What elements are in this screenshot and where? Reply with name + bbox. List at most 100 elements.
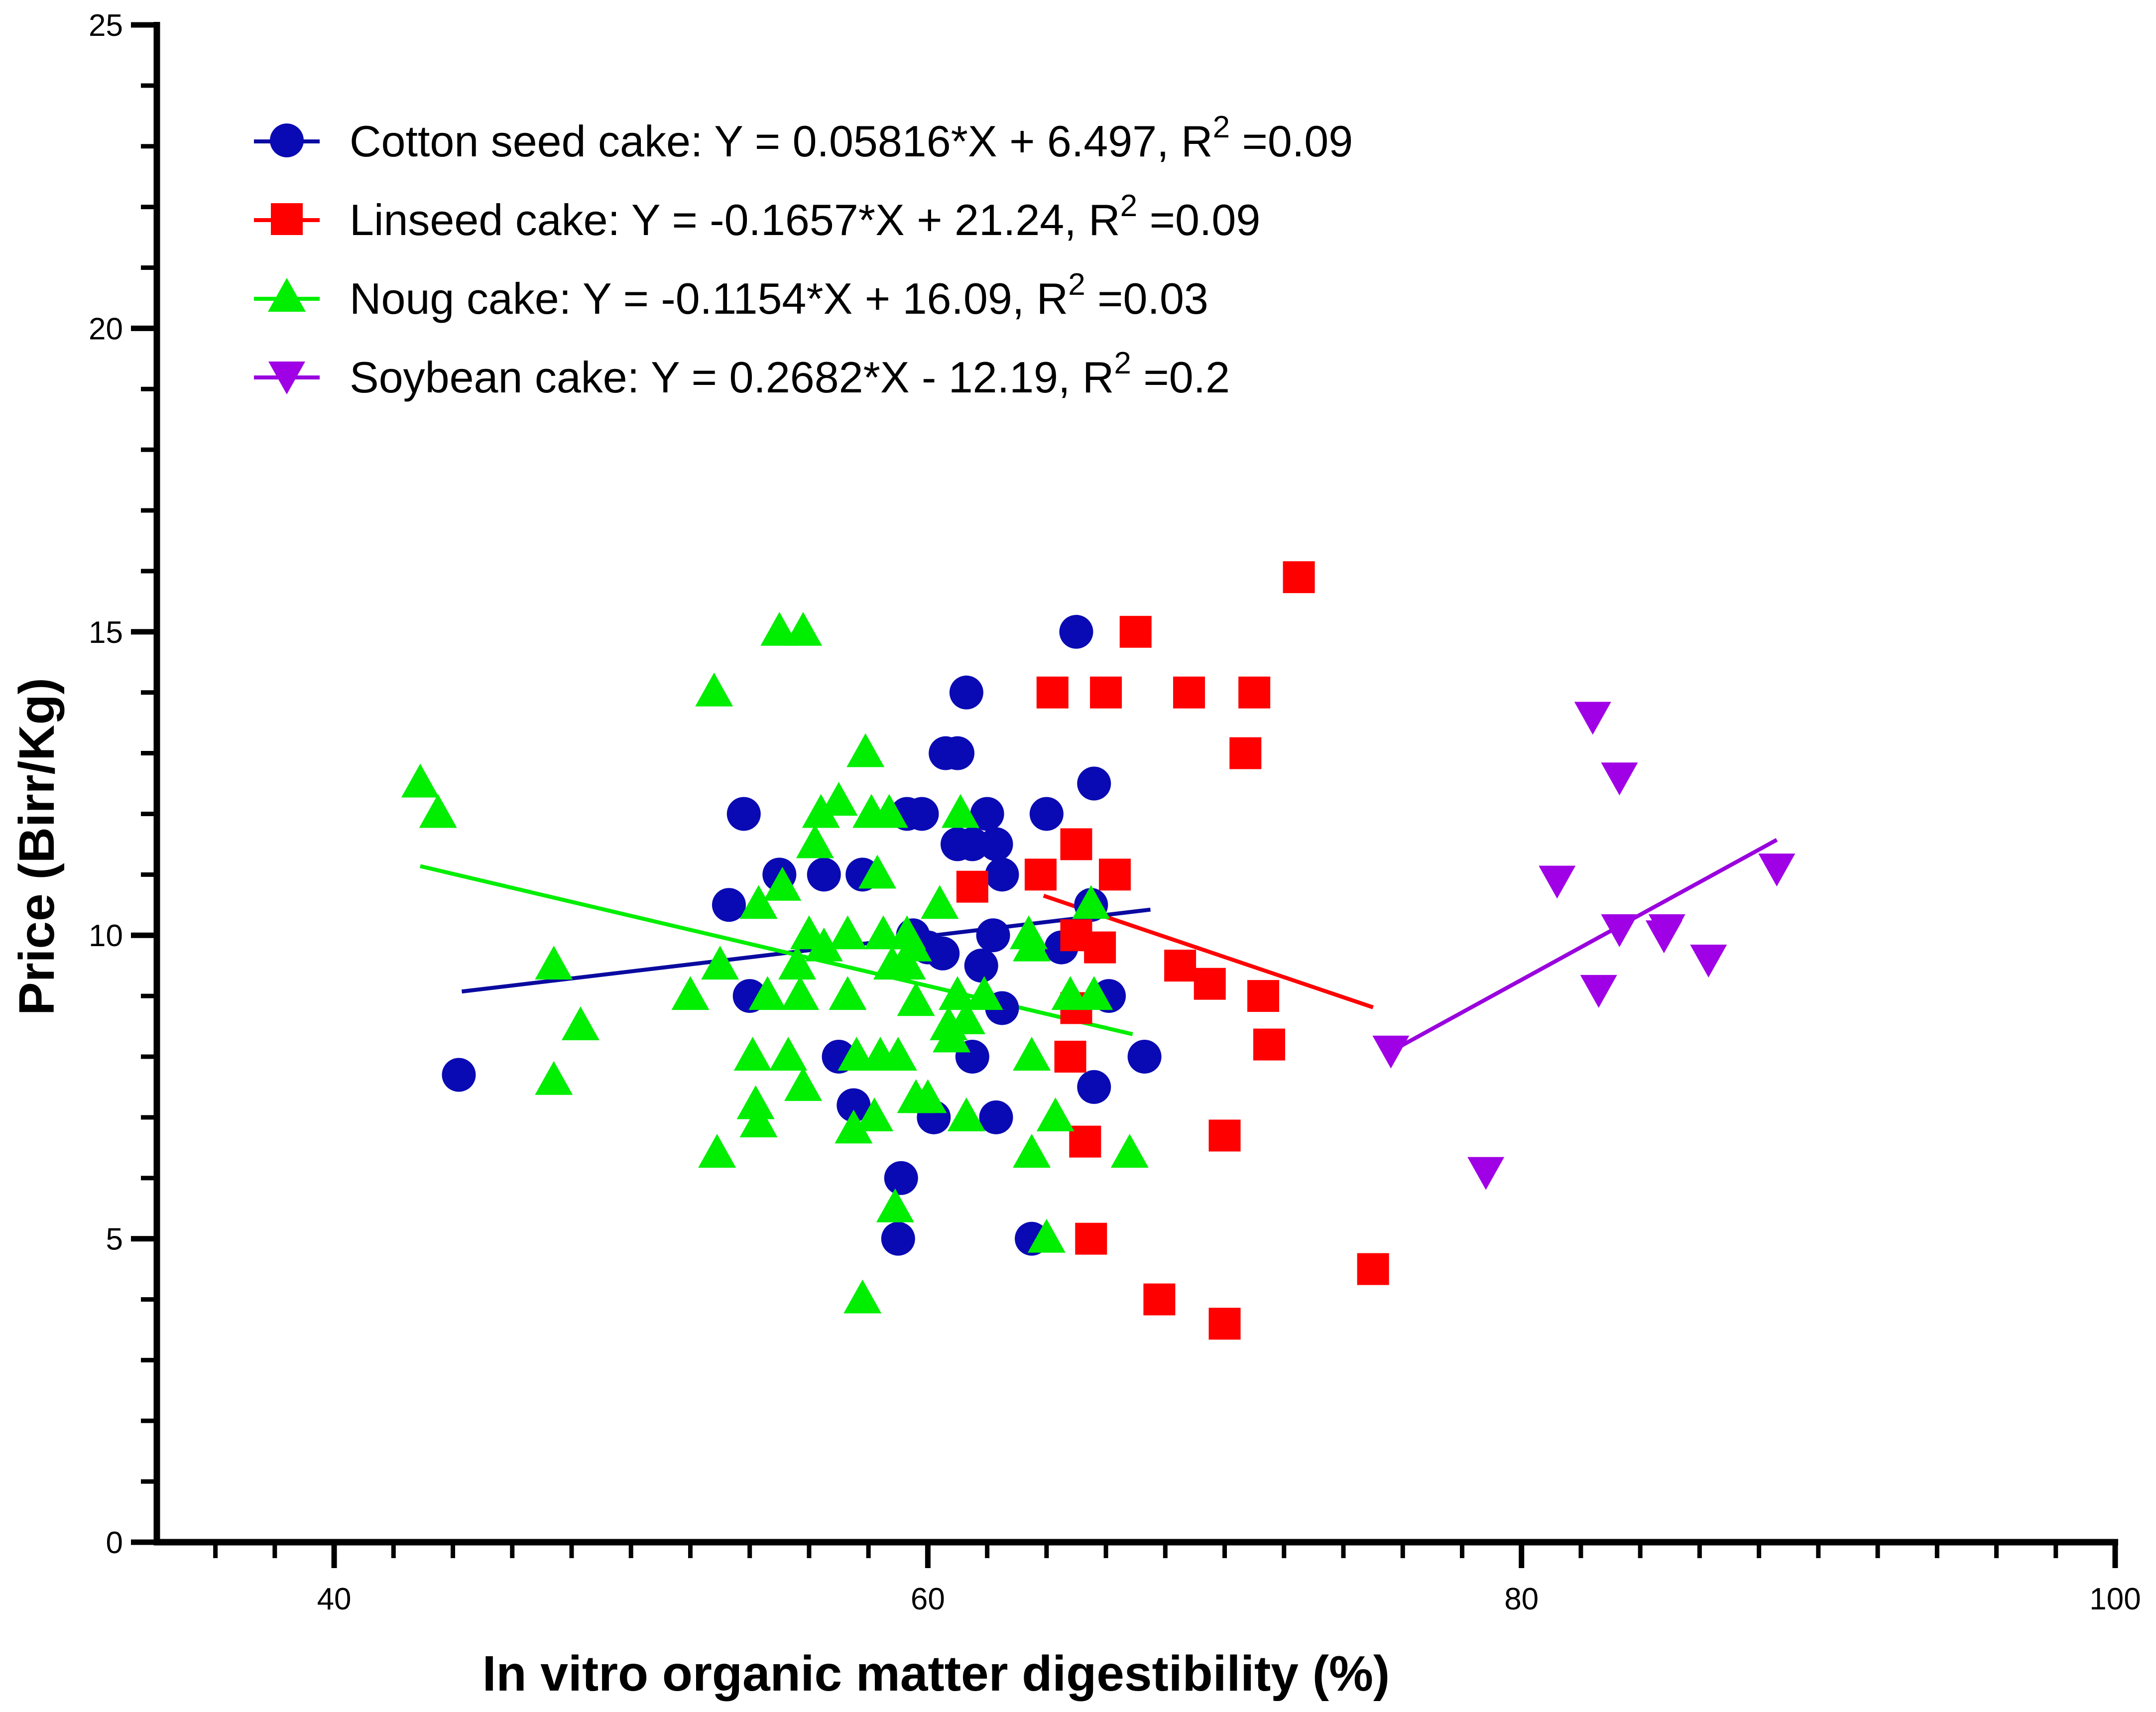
- noug-cake-point: [888, 946, 926, 980]
- cotton-seed-cake-point: [949, 675, 983, 710]
- noug-cake-point: [1051, 976, 1089, 1010]
- legend-label: Linseed cake: Y = -0.1657*X + 21.24, R2 …: [350, 189, 1260, 245]
- linseed-cake-point: [1069, 1125, 1101, 1158]
- y-tick-label: 5: [106, 1223, 123, 1257]
- y-axis-title: Price (Birr/Kg): [9, 678, 65, 1015]
- noug-cake-point: [835, 1109, 873, 1144]
- noug-cake-point: [870, 794, 908, 828]
- legend-equation: Cotton seed cake: Y = 0.05816*X + 6.497,…: [350, 117, 1213, 166]
- noug-cake-point: [947, 1097, 985, 1131]
- linseed-cake-point: [1090, 676, 1122, 709]
- cotton-seed-cake-point: [941, 736, 974, 770]
- legend-item-cotton-seed-cake: Cotton seed cake: Y = 0.05816*X + 6.497,…: [254, 110, 1353, 166]
- legend-label: Noug cake: Y = -0.1154*X + 16.09, R2 =0.…: [350, 267, 1208, 323]
- cotton-seed-cake-point: [807, 857, 841, 892]
- x-tick-label: 100: [2089, 1582, 2141, 1616]
- noug-cake-point: [846, 733, 885, 767]
- legend-equation: Noug cake: Y = -0.1154*X + 16.09, R: [350, 274, 1068, 323]
- cotton-seed-cake-point: [955, 827, 989, 861]
- x-axis-title: In vitro organic matter digestibility (%…: [482, 1646, 1390, 1702]
- noug-cake-point: [1075, 976, 1113, 1010]
- legend-label: Cotton seed cake: Y = 0.05816*X + 6.497,…: [350, 110, 1353, 166]
- linseed-cake-point: [1194, 968, 1226, 1000]
- legend-marker: [270, 123, 304, 157]
- noug-cake-points: [401, 611, 1149, 1314]
- cotton-seed-cake-point: [442, 1058, 476, 1092]
- soybean-cake-points: [1372, 702, 1796, 1190]
- cotton-seed-cake-point: [976, 918, 1010, 953]
- legend-r2-value: =0.03: [1085, 274, 1208, 323]
- linseed-cake-point: [1060, 828, 1092, 860]
- noug-cake-point: [784, 611, 822, 646]
- noug-cake-point: [784, 1067, 822, 1101]
- noug-cake-point: [864, 915, 902, 950]
- cotton-seed-cake-points: [442, 614, 1162, 1256]
- linseed-cake-point: [1075, 1223, 1107, 1255]
- noug-cake-point: [876, 1188, 914, 1223]
- x-tick-label: 60: [911, 1582, 945, 1616]
- noug-cake-point: [805, 927, 843, 962]
- linseed-cake-point: [956, 870, 988, 903]
- cotton-seed-cake-point: [881, 1222, 915, 1256]
- linseed-cake-point: [1143, 1283, 1176, 1316]
- noug-cake-point: [733, 1036, 772, 1071]
- noug-cake-point: [879, 1036, 917, 1071]
- cotton-seed-cake-point: [979, 827, 1013, 861]
- noug-cake-point: [941, 794, 979, 828]
- noug-cake-point: [561, 1006, 599, 1041]
- y-tick-label: 0: [106, 1526, 123, 1560]
- legend-equation: Linseed cake: Y = -0.1657*X + 21.24, R: [350, 195, 1120, 245]
- soybean-cake-point: [1372, 1035, 1410, 1069]
- cotton-seed-cake-fit-line: [461, 907, 1151, 994]
- cotton-seed-cake-point: [1077, 766, 1111, 801]
- linseed-cake-point: [1357, 1253, 1389, 1285]
- legend-superscript: 2: [1114, 346, 1131, 380]
- noug-cake-point: [843, 1279, 882, 1314]
- noug-cake-point: [698, 1133, 736, 1168]
- noug-cake-point: [897, 982, 935, 1016]
- noug-cake-point: [1013, 927, 1051, 962]
- linseed-cake-point: [1098, 858, 1131, 891]
- legend: Cotton seed cake: Y = 0.05816*X + 6.497,…: [254, 110, 1353, 402]
- cotton-seed-cake-point: [1059, 614, 1093, 649]
- soybean-cake-point: [1574, 702, 1611, 735]
- legend-item-soybean-cake: Soybean cake: Y = 0.2682*X - 12.19, R2 =…: [254, 346, 1230, 402]
- noug-cake-point: [965, 976, 1003, 1010]
- noug-cake-point: [820, 782, 858, 816]
- linseed-cake-point: [1238, 676, 1271, 709]
- x-axis-ticks: 40 60 80 100: [213, 1542, 2141, 1616]
- cotton-seed-cake-point: [884, 1161, 918, 1195]
- noug-cake-point: [1013, 1036, 1051, 1071]
- linseed-cake-point: [1208, 1119, 1241, 1152]
- linseed-cake-point: [1084, 931, 1116, 964]
- linseed-cake-point: [1229, 737, 1262, 769]
- noug-cake-point: [701, 946, 739, 980]
- cotton-seed-cake-point: [905, 797, 939, 831]
- linseed-cake-point: [1054, 1040, 1086, 1073]
- legend-superscript: 2: [1213, 110, 1230, 144]
- cotton-seed-cake-point: [1127, 1039, 1162, 1074]
- noug-cake-point: [1027, 1219, 1066, 1253]
- linseed-cake-point: [1247, 980, 1280, 1012]
- noug-cake-point: [947, 1000, 985, 1034]
- cotton-seed-cake-point: [970, 797, 1004, 831]
- noug-cake-point: [1036, 1097, 1075, 1131]
- axes: 0 5 10 15 20 25 40 60 80 100: [89, 8, 2141, 1616]
- cotton-seed-cake-point: [979, 1100, 1013, 1134]
- noug-cake-point: [401, 763, 439, 798]
- linseed-cake-point: [1036, 676, 1069, 709]
- noug-cake-point: [933, 1018, 971, 1053]
- cotton-seed-cake-point: [837, 1088, 871, 1122]
- soybean-cake-point: [1601, 762, 1638, 796]
- data-points: [401, 561, 1796, 1340]
- linseed-cake-point: [1024, 858, 1057, 891]
- linseed-cake-point: [1208, 1308, 1241, 1340]
- y-tick-label: 10: [89, 919, 123, 953]
- linseed-cake-point: [1253, 1028, 1285, 1061]
- legend-marker: [268, 362, 305, 394]
- cotton-seed-cake-point: [926, 936, 960, 971]
- soybean-cake-point: [1648, 914, 1685, 948]
- linseed-cake-point: [1119, 615, 1152, 648]
- legend-r2-value: =0.09: [1137, 195, 1260, 245]
